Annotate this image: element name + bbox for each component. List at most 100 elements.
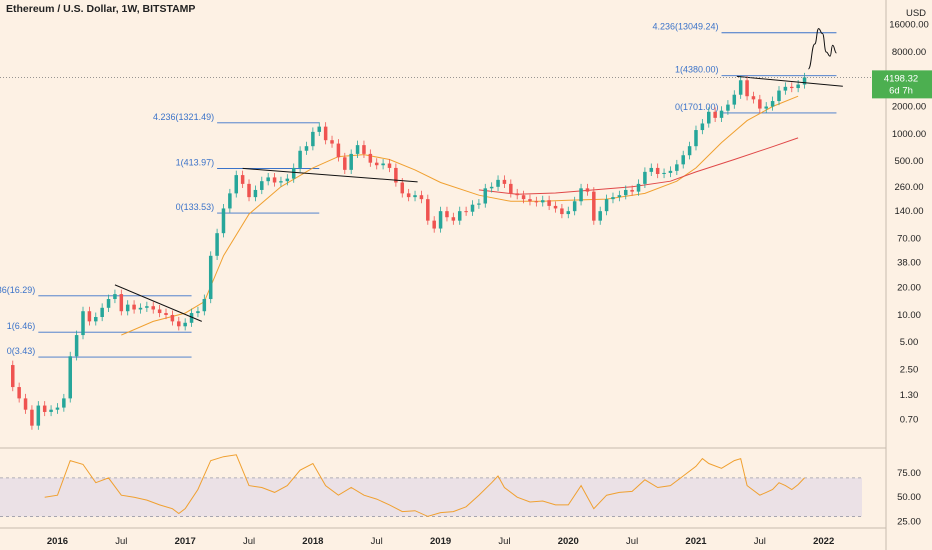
- candle-body-3: [23, 398, 28, 410]
- candle-body-63: [406, 193, 411, 198]
- candle-body-82: [528, 199, 532, 202]
- current-price-value: 4198.32: [884, 73, 918, 84]
- candle-body-95: [611, 197, 615, 200]
- candle-body-107: [687, 146, 692, 156]
- candle-body-123: [790, 86, 794, 89]
- candle-body-69: [445, 211, 449, 218]
- candle-body-33: [215, 233, 219, 256]
- candle-body-15: [100, 307, 104, 317]
- trendline-2: [736, 75, 843, 87]
- price-tick-13: 2.50: [900, 365, 919, 376]
- current-price-countdown: 6d 7h: [889, 85, 913, 96]
- candle-body-86: [553, 205, 558, 209]
- candle-body-23: [151, 306, 156, 310]
- time-tick-10: 2021: [685, 536, 707, 547]
- candle-body-70: [451, 217, 456, 221]
- time-tick-12: 2022: [813, 536, 834, 547]
- candle-body-120: [770, 101, 775, 107]
- candle-body-39: [253, 189, 258, 198]
- candle-body-80: [515, 193, 519, 196]
- candle-body-85: [547, 200, 551, 206]
- candle-body-56: [362, 145, 366, 154]
- candle-body-93: [598, 211, 602, 221]
- price-tick-12: 5.00: [900, 337, 919, 348]
- candle-body-21: [138, 307, 143, 310]
- candle-body-31: [202, 299, 207, 312]
- candle-body-64: [413, 195, 417, 198]
- price-tick-4: 1000.00: [892, 129, 926, 140]
- rsi-band: [0, 477, 862, 517]
- candle-body-66: [426, 199, 430, 221]
- candle-body-11: [74, 335, 79, 357]
- rsi-tick-1: 75.00: [897, 468, 921, 479]
- price-tick-1: 16000.00: [889, 20, 929, 31]
- candle-body-46: [298, 150, 302, 168]
- candle-body-72: [464, 211, 468, 213]
- candle-body-61: [394, 167, 398, 183]
- time-tick-8: 2020: [558, 536, 579, 547]
- candle-body-19: [125, 304, 130, 312]
- time-tick-2: 2017: [175, 536, 196, 547]
- candle-body-10: [68, 356, 72, 399]
- rsi-tick-2: 50.00: [897, 492, 921, 503]
- candle-body-40: [260, 181, 264, 190]
- candle-body-114: [732, 94, 737, 105]
- price-tick-7: 140.00: [894, 206, 923, 217]
- candle-body-88: [566, 211, 571, 215]
- price-tick-11: 10.00: [897, 310, 921, 321]
- candle-body-68: [438, 211, 443, 229]
- time-tick-6: 2019: [430, 536, 451, 547]
- fib-label-3: 4.236(1321.49): [153, 112, 214, 122]
- candle-body-8: [55, 407, 60, 410]
- trendlines: [114, 28, 843, 322]
- candle-body-113: [726, 104, 730, 111]
- candle-body-55: [355, 145, 360, 154]
- candle-body-116: [745, 80, 749, 97]
- price-axis-unit: USD: [906, 8, 926, 19]
- candle-body-110: [706, 111, 711, 124]
- candle-body-59: [381, 163, 385, 166]
- time-tick-0: 2016: [47, 536, 68, 547]
- candle-body-81: [521, 195, 526, 200]
- rsi-tick-3: 25.00: [897, 516, 921, 527]
- price-tick-10: 20.00: [897, 283, 921, 294]
- candle-body-1: [11, 365, 15, 388]
- rsi-band-fill: [0, 477, 862, 517]
- candle-body-90: [579, 188, 583, 202]
- fib-label-0: 4.236(16.29): [0, 285, 35, 295]
- candle-body-28: [183, 322, 187, 327]
- candle-body-14: [94, 316, 98, 322]
- candle-body-89: [572, 201, 577, 212]
- candle-body-121: [777, 90, 781, 102]
- candle-body-17: [113, 294, 117, 300]
- time-tick-9: Jul: [626, 536, 638, 547]
- moving-averages: [121, 95, 799, 336]
- candle-body-50: [323, 126, 328, 141]
- time-tick-3: Jul: [243, 536, 255, 547]
- candle-body-45: [291, 167, 296, 179]
- candle-body-97: [623, 189, 628, 196]
- grid: [0, 0, 887, 550]
- candle-body-108: [694, 130, 698, 147]
- price-tick-2: 8000.00: [892, 47, 926, 58]
- candle-body-125: [802, 77, 807, 85]
- price-tick-5: 500.00: [894, 156, 923, 167]
- candle-body-49: [317, 126, 322, 132]
- candle-body-48: [311, 131, 315, 147]
- candle-body-7: [49, 409, 53, 412]
- ma-fast-line: [121, 95, 799, 336]
- projection-path: [807, 28, 837, 70]
- candle-body-96: [617, 195, 622, 198]
- candle-body-104: [668, 170, 673, 173]
- price-tick-9: 38.00: [897, 257, 921, 268]
- fib-label-8: 0(1701.00): [675, 102, 719, 112]
- candle-body-52: [336, 143, 341, 158]
- candle-body-124: [796, 84, 800, 89]
- candle-body-18: [119, 294, 124, 312]
- time-tick-1: Jul: [115, 536, 127, 547]
- candle-body-37: [240, 175, 245, 184]
- candle-body-98: [630, 189, 634, 192]
- candle-body-42: [272, 177, 277, 183]
- candle-body-119: [764, 106, 768, 109]
- candle-body-94: [604, 199, 609, 212]
